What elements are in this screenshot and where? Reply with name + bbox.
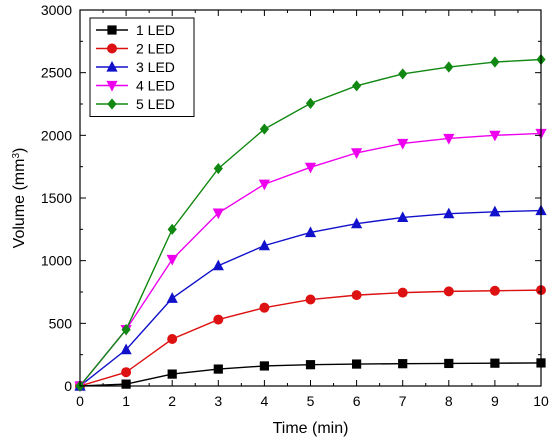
legend-item: 5 LED bbox=[96, 96, 175, 112]
data-point bbox=[304, 162, 317, 174]
data-point bbox=[305, 97, 316, 109]
legend-item: 3 LED bbox=[96, 59, 175, 75]
data-point bbox=[352, 359, 362, 369]
data-point bbox=[397, 287, 408, 298]
x-tick-label: 9 bbox=[491, 393, 499, 409]
x-axis-title: Time (min) bbox=[273, 420, 349, 437]
x-tick-label: 4 bbox=[261, 393, 269, 409]
data-point bbox=[489, 205, 501, 217]
data-point bbox=[305, 294, 316, 305]
data-point bbox=[351, 217, 363, 229]
data-point bbox=[444, 61, 454, 73]
legend-marker bbox=[107, 43, 117, 54]
data-point bbox=[489, 130, 501, 142]
legend-label: 2 LED bbox=[136, 41, 175, 57]
data-point bbox=[352, 80, 362, 92]
x-tick-label: 0 bbox=[76, 393, 84, 409]
data-point bbox=[259, 361, 269, 371]
legend-label: 5 LED bbox=[136, 96, 175, 112]
legend-marker bbox=[106, 60, 118, 72]
x-tick-label: 7 bbox=[399, 393, 407, 409]
data-point bbox=[212, 208, 224, 220]
data-point bbox=[398, 359, 408, 369]
data-point bbox=[443, 286, 454, 297]
y-tick-label: 0 bbox=[64, 378, 72, 394]
legend-label: 1 LED bbox=[136, 22, 175, 38]
legend-item: 2 LED bbox=[96, 41, 175, 57]
series-4 bbox=[74, 128, 547, 393]
data-point bbox=[305, 360, 316, 370]
legend-marker bbox=[106, 80, 118, 92]
y-tick-label: 3000 bbox=[41, 2, 72, 18]
data-point bbox=[397, 211, 409, 223]
legend: 1 LED 2 LED 3 LED 4 LED 5 LED bbox=[89, 17, 195, 117]
data-point bbox=[490, 56, 500, 68]
legend-item: 1 LED bbox=[96, 22, 175, 38]
data-point bbox=[351, 290, 362, 301]
x-tick-label: 2 bbox=[168, 393, 176, 409]
y-axis-title-main: Volume (mm bbox=[11, 159, 28, 249]
data-point bbox=[166, 254, 178, 266]
x-tick-label: 3 bbox=[214, 393, 222, 409]
y-axis-title-close: ) bbox=[11, 148, 28, 153]
legend-item: 4 LED bbox=[96, 78, 175, 94]
y-tick-label: 500 bbox=[49, 315, 73, 331]
data-point bbox=[259, 123, 269, 135]
y-axis-title-superscript: 3 bbox=[11, 153, 22, 159]
data-point bbox=[490, 358, 500, 368]
data-point bbox=[166, 292, 178, 303]
data-point bbox=[489, 285, 500, 296]
data-point bbox=[121, 367, 132, 378]
series-5 bbox=[75, 53, 546, 392]
y-tick-label: 1500 bbox=[41, 190, 72, 206]
data-point bbox=[259, 302, 270, 313]
data-point bbox=[213, 162, 223, 175]
y-tick-label: 1000 bbox=[41, 253, 72, 269]
data-point bbox=[213, 314, 224, 325]
axes: 0 1 2 3 4 5 6 7 8 9 10 0 500 1000 1500 2000 2500 3000 bbox=[41, 2, 549, 409]
y-tick-label: 2000 bbox=[41, 127, 72, 143]
legend-marker bbox=[107, 25, 117, 35]
x-tick-label: 10 bbox=[533, 393, 549, 409]
x-tick-label: 1 bbox=[122, 393, 130, 409]
data-point bbox=[443, 207, 455, 219]
data-point bbox=[121, 324, 131, 336]
data-point bbox=[167, 369, 177, 379]
data-point bbox=[398, 68, 408, 80]
x-tick-label: 6 bbox=[353, 393, 361, 409]
series-3 bbox=[74, 204, 547, 391]
data-point bbox=[444, 358, 454, 369]
legend-label: 4 LED bbox=[136, 78, 175, 94]
x-tick-label: 8 bbox=[445, 393, 453, 409]
data-point bbox=[212, 259, 224, 271]
plot-area bbox=[74, 53, 547, 393]
data-point bbox=[258, 239, 270, 251]
data-point bbox=[167, 223, 177, 235]
legend-label: 3 LED bbox=[136, 59, 175, 75]
x-tick-label: 5 bbox=[307, 393, 315, 409]
y-tick-label: 2500 bbox=[41, 65, 72, 81]
data-point bbox=[397, 138, 409, 150]
data-point bbox=[120, 343, 132, 355]
data-point bbox=[351, 148, 363, 159]
data-point bbox=[213, 364, 223, 374]
legend-marker bbox=[107, 98, 117, 110]
data-point bbox=[167, 334, 178, 344]
data-point bbox=[304, 226, 317, 238]
series-2 bbox=[75, 285, 546, 391]
data-point bbox=[258, 179, 270, 191]
y-axis-title: Volume (mm3) bbox=[11, 148, 29, 249]
data-point bbox=[443, 133, 455, 145]
